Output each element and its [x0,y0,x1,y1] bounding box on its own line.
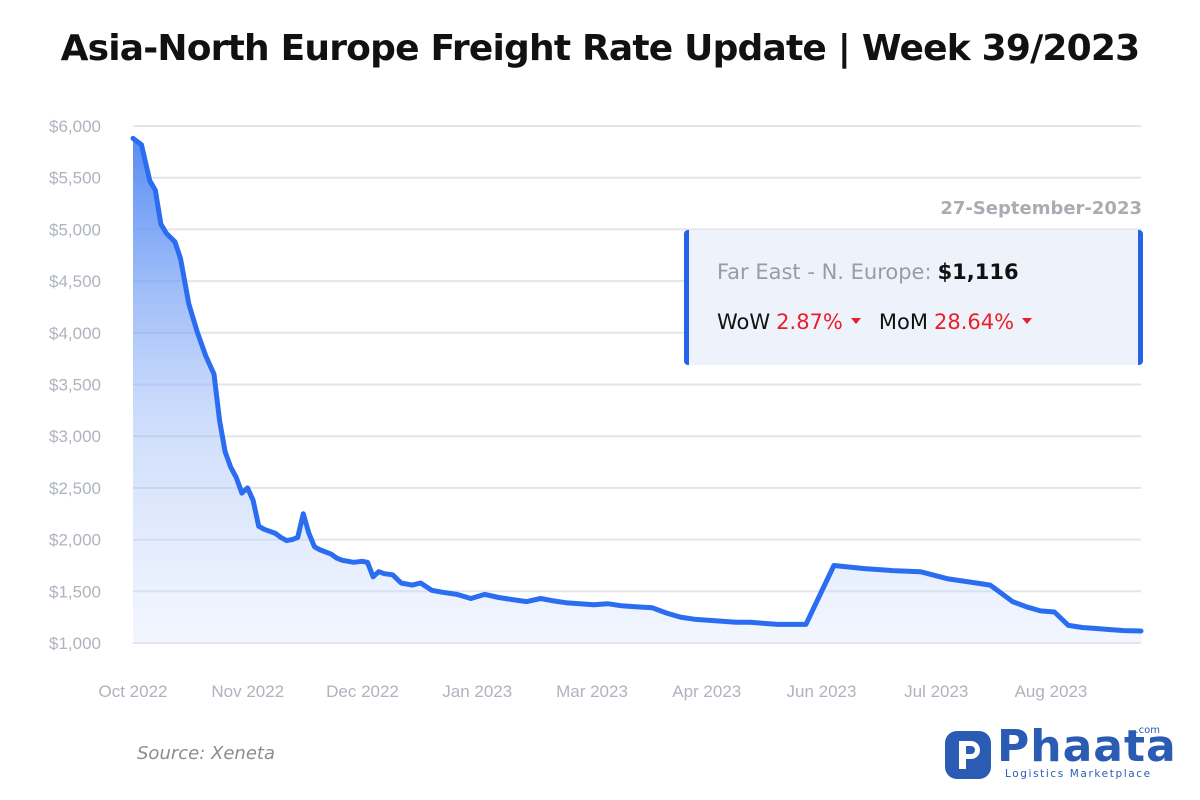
route-line: Far East - N. Europe: $1,116 [717,260,1019,284]
x-tick-label: Nov 2022 [211,682,284,701]
changes-line: WoW 2.87% MoM 28.64% [717,310,1033,334]
x-tick-label: Dec 2022 [326,682,399,701]
x-tick-label: Apr 2023 [672,682,741,701]
x-tick-label: Jan 2023 [442,682,512,701]
y-tick-label: $2,000 [49,531,101,550]
y-tick-label: $5,500 [49,169,101,188]
y-tick-label: $4,000 [49,324,101,343]
logo-tagline: Logistics Marketplace [1005,768,1152,780]
y-tick-label: $4,500 [49,272,101,291]
y-tick-label: $6,000 [49,117,101,136]
series-line [130,135,1144,634]
y-tick-label: $1,500 [49,582,101,601]
x-tick-label: Jul 2023 [904,682,968,701]
series-layer [130,135,1144,643]
rate-tooltip: Far East - N. Europe: $1,116 WoW 2.87% MoM 2… [684,230,1143,365]
y-tick-label: $2,500 [49,479,101,498]
logo-tld: .com [1135,725,1160,736]
route-value: $1,116 [937,260,1019,284]
y-tick-label: $3,500 [49,376,101,395]
x-tick-label: Aug 2023 [1015,682,1088,701]
x-tick-label: Oct 2022 [99,682,168,701]
source-note: Source: Xeneta [137,743,275,764]
logo-wordmark: Phaata [997,721,1177,772]
x-axis-ticks: Oct 2022 Nov 2022 Dec 2022 Jan 2023 Mar 2023… [99,682,1088,701]
x-tick-label: Jun 2023 [787,682,857,701]
phaata-p-icon [945,731,991,779]
wow-down-caret-icon [850,318,861,324]
mom-value: 28.64% [933,310,1015,334]
chart-title: Asia-North Europe Freight Rate Update | … [60,28,1141,69]
y-tick-label: $5,000 [49,220,101,239]
tooltip-date: 27-September-2023 [940,198,1142,219]
wow-label: WoW [717,310,771,334]
y-axis-ticks: $1,000 $1,500 $2,000 $2,500 $3,000 $3,500 $4,0… [49,117,101,653]
mom-down-caret-icon [1022,318,1033,324]
wow-value: 2.87% [776,310,843,334]
x-tick-label: Mar 2023 [556,682,628,701]
phaata-logo: Phaata .com Logistics Marketplace [945,721,1176,782]
series-area [133,138,1141,643]
y-tick-label: $3,000 [49,427,101,446]
y-tick-label: $1,000 [49,634,101,653]
route-label: Far East - N. Europe: [717,260,932,284]
mom-label: MoM [878,310,928,334]
